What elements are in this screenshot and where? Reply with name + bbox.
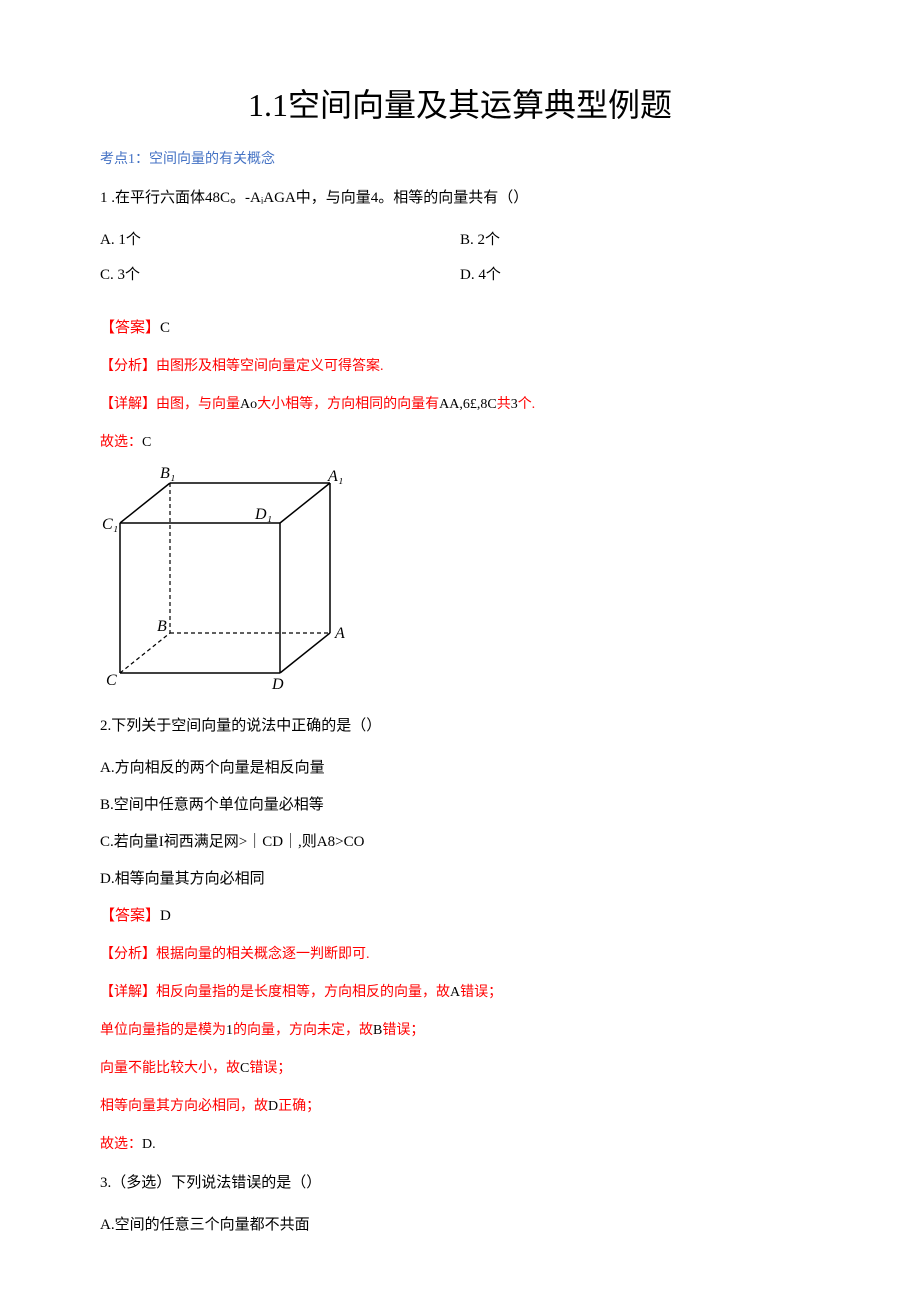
q2-answer-prefix: 【答案】 bbox=[100, 908, 160, 924]
q1-selection-letter: C bbox=[142, 435, 151, 450]
edge-d-a bbox=[280, 633, 330, 673]
q2-detail1-prefix: 【详解】相反向量指的是长度相等，方向相反的向量，故 bbox=[100, 985, 450, 1000]
q1-detail-mid4: 共 bbox=[497, 397, 511, 412]
cube-svg: B₁ A₁ C₁ D₁ B A C D bbox=[100, 463, 360, 693]
q2-detail4-prefix: 相等向量其方向必相同，故 bbox=[100, 1099, 268, 1114]
q2-detail4-suffix: 正确； bbox=[278, 1099, 320, 1114]
label-a1: A₁ bbox=[327, 468, 343, 485]
topic-heading: 考点1：空间向量的有关概念 bbox=[100, 148, 820, 168]
document-title: 1.1空间向量及其运算典型例题 bbox=[100, 80, 820, 126]
q1-analysis: 【分析】由图形及相等空间向量定义可得答案. bbox=[100, 355, 820, 375]
q2-detail2-suffix: 错误； bbox=[382, 1023, 424, 1038]
q2-detail3-prefix: 向量不能比较大小，故 bbox=[100, 1061, 240, 1076]
q2-detail2-mid1: 1 bbox=[226, 1023, 233, 1038]
q2-detail2-mid2: 的向量，方向未定，故 bbox=[233, 1023, 373, 1038]
q1-text: 1 .在平行六面体48C。-AᵢAGA中，与向量4。相等的向量共有（） bbox=[100, 186, 820, 210]
q1-detail-mid2: 大小相等，方向相同的向量有 bbox=[257, 397, 439, 412]
q2-analysis: 【分析】根据向量的相关概念逐一判断即可. bbox=[100, 943, 820, 963]
q1-detail-mid1: Ao bbox=[240, 397, 257, 412]
label-b: B bbox=[157, 618, 167, 635]
q2-detail1-suffix: 错误； bbox=[460, 985, 502, 1000]
q2-option-d: D.相等向量其方向必相同 bbox=[100, 867, 820, 888]
q2-detail1-mid: A bbox=[450, 985, 460, 1000]
q1-option-b: B. 2个 bbox=[460, 228, 820, 249]
q1-detail-mid3: AA,6£,8C bbox=[439, 397, 497, 412]
q1-detail-suffix: 个. bbox=[518, 397, 536, 412]
label-c: C bbox=[106, 672, 117, 689]
q2-detail2: 单位向量指的是模为1的向量，方向未定，故B错误； bbox=[100, 1019, 820, 1039]
q1-detail-prefix: 【详解】由图，与向量 bbox=[100, 397, 240, 412]
q2-selection-prefix: 故选： bbox=[100, 1137, 142, 1152]
q1-answer-letter: C bbox=[160, 320, 170, 336]
q1-option-a: A. 1个 bbox=[100, 228, 460, 249]
q2-answer: 【答案】D bbox=[100, 904, 820, 925]
q2-selection: 故选：D. bbox=[100, 1133, 820, 1153]
label-d: D bbox=[271, 676, 284, 693]
q2-text: 2.下列关于空间向量的说法中正确的是（） bbox=[100, 714, 820, 738]
label-a: A bbox=[334, 625, 345, 642]
edge-c1-b1 bbox=[120, 483, 170, 523]
q2-detail3-suffix: 错误； bbox=[249, 1061, 291, 1076]
q1-selection-prefix: 故选： bbox=[100, 435, 142, 450]
q2-detail3: 向量不能比较大小，故C错误； bbox=[100, 1057, 820, 1077]
edge-c-b bbox=[120, 633, 170, 673]
q2-option-a: A.方向相反的两个向量是相反向量 bbox=[100, 756, 820, 777]
q2-detail1: 【详解】相反向量指的是长度相等，方向相反的向量，故A错误； bbox=[100, 981, 820, 1001]
edge-a1-d1 bbox=[280, 483, 330, 523]
q1-answer-prefix: 【答案】 bbox=[100, 320, 160, 336]
q1-answer: 【答案】C bbox=[100, 316, 820, 337]
q3-option-a: A.空间的任意三个向量都不共面 bbox=[100, 1213, 820, 1234]
q1-selection: 故选：C bbox=[100, 431, 820, 451]
q1-options: A. 1个 B. 2个 C. 3个 D. 4个 bbox=[100, 228, 820, 298]
q2-detail3-mid: C bbox=[240, 1061, 249, 1076]
q2-detail4: 相等向量其方向必相同，故D正确； bbox=[100, 1095, 820, 1115]
q2-option-b: B.空间中任意两个单位向量必相等 bbox=[100, 793, 820, 814]
label-d1: D₁ bbox=[254, 506, 272, 523]
q2-selection-letter: D. bbox=[142, 1137, 156, 1152]
label-b1: B₁ bbox=[160, 465, 175, 482]
q1-detail: 【详解】由图，与向量Ao大小相等，方向相同的向量有AA,6£,8C共3个. bbox=[100, 393, 820, 413]
label-c1: C₁ bbox=[102, 516, 118, 533]
q2-answer-letter: D bbox=[160, 908, 171, 924]
cube-diagram: B₁ A₁ C₁ D₁ B A C D bbox=[100, 463, 820, 698]
q3-text: 3.（多选）下列说法错误的是（） bbox=[100, 1171, 820, 1195]
q1-option-c: C. 3个 bbox=[100, 263, 460, 284]
q2-detail2-mid3: B bbox=[373, 1023, 382, 1038]
q2-detail2-prefix: 单位向量指的是模为 bbox=[100, 1023, 226, 1038]
q1-detail-mid5: 3 bbox=[511, 397, 518, 412]
q2-detail4-mid: D bbox=[268, 1099, 278, 1114]
q1-option-d: D. 4个 bbox=[460, 263, 820, 284]
q2-option-c: C.若向量I祠西满足网>｜CD｜,则A8>CO bbox=[100, 830, 820, 851]
